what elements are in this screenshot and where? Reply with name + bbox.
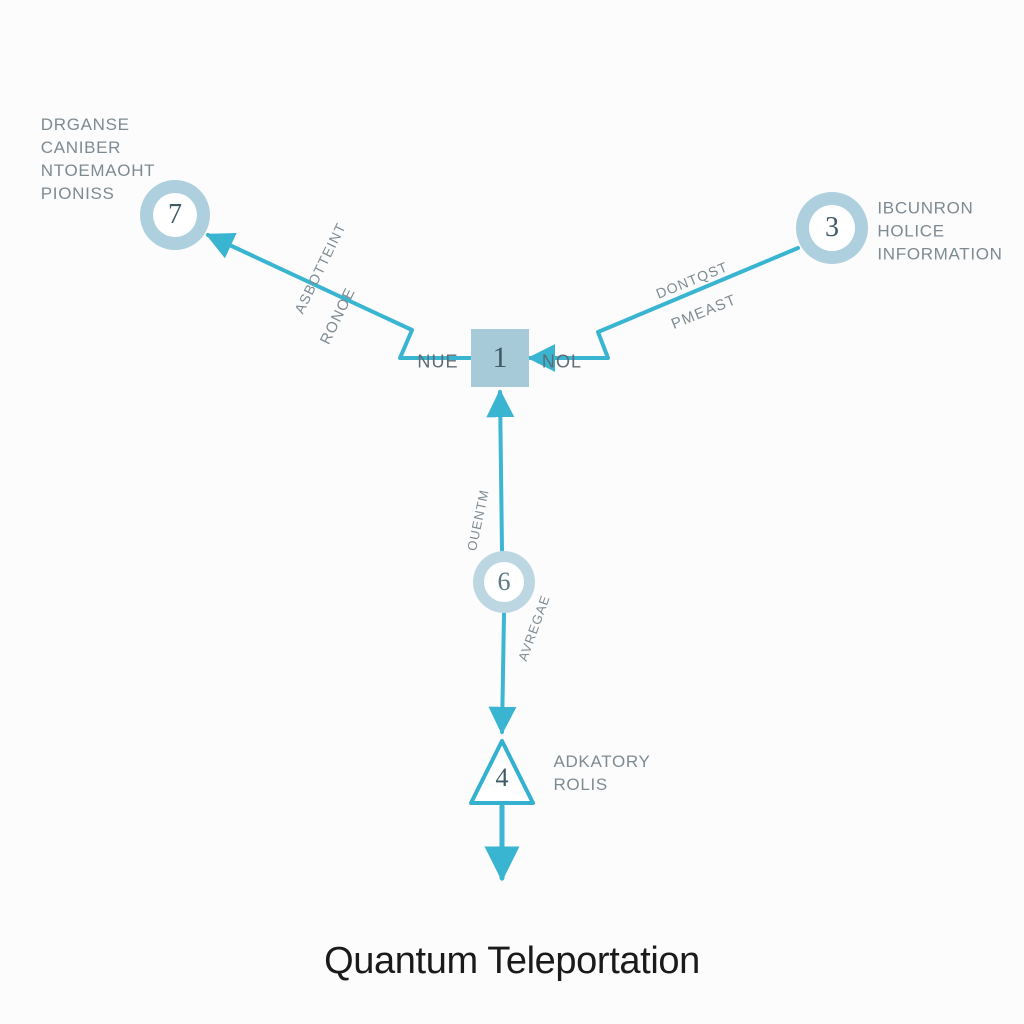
node-3-label: IBCUNRONHOLICEINFORMATION bbox=[877, 198, 1002, 267]
node-3-outer: 3 bbox=[796, 192, 868, 264]
node-7-value: 7 bbox=[153, 193, 197, 237]
diagram-canvas: 7 DRGANSECANIBERNTOEMAOHTPIONISS 3 IBCUN… bbox=[0, 0, 1024, 1024]
node-1-left-tag: NUE bbox=[417, 352, 458, 373]
node-7-label: DRGANSECANIBERNTOEMAOHTPIONISS bbox=[41, 114, 155, 206]
node-4-value: 4 bbox=[496, 763, 509, 793]
node-6-outer: 6 bbox=[473, 551, 535, 613]
node-6: 6 bbox=[473, 551, 535, 613]
node-6-value: 6 bbox=[484, 562, 524, 602]
node-4-label: ADKATORYROLIS bbox=[553, 751, 650, 797]
node-1-right-tag: NOL bbox=[542, 352, 582, 373]
node-1: 1 bbox=[471, 329, 529, 387]
node-3: 3 bbox=[796, 192, 868, 264]
node-4: 4 bbox=[467, 737, 537, 807]
node-1-value: 1 bbox=[471, 329, 529, 387]
diagram-title: Quantum Teleportation bbox=[324, 940, 700, 983]
node-3-value: 3 bbox=[809, 205, 855, 251]
